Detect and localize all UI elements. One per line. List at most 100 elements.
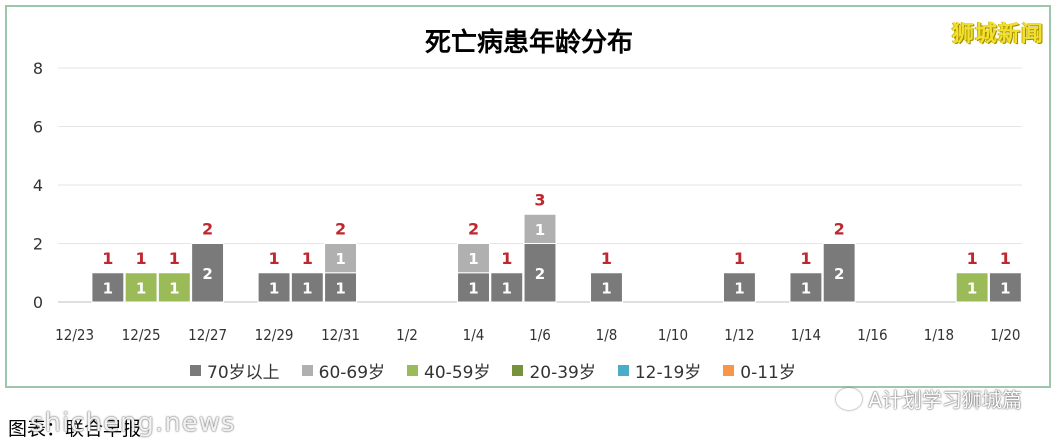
- legend-item: 60-69岁: [301, 358, 386, 383]
- x-tick-label: 12/29: [255, 326, 294, 344]
- bar-segment-label: 1: [335, 279, 345, 297]
- bar-segment: [257, 272, 291, 303]
- x-tick-label: 1/6: [529, 326, 551, 344]
- bar-segment: [124, 272, 158, 303]
- y-tick-label: 0: [33, 293, 43, 312]
- bar-total-label: 1: [102, 249, 113, 268]
- bar-segment-label: 1: [967, 279, 977, 297]
- legend-label: 20-39岁: [529, 362, 596, 383]
- x-tick-label: 12/31: [321, 326, 360, 344]
- bar-total-label: 2: [834, 220, 845, 239]
- bar-segment-label: 1: [136, 279, 146, 297]
- bar-segment-label: 1: [468, 279, 478, 297]
- bar-segment-label: 1: [169, 279, 179, 297]
- bar-segment: [523, 213, 557, 244]
- legend-swatch: [407, 364, 419, 376]
- legend-swatch: [301, 364, 313, 376]
- bar-segment-label: 1: [269, 279, 279, 297]
- x-tick-label: 1/8: [596, 326, 618, 344]
- y-tick-label: 6: [33, 118, 43, 137]
- bar-segment: [822, 243, 856, 303]
- bar-segment-label: 1: [103, 279, 113, 297]
- bar-segment-label: 2: [834, 265, 844, 283]
- bar-total-label: 1: [136, 249, 147, 268]
- legend-swatch: [512, 364, 524, 376]
- bar-segment: [490, 272, 524, 303]
- x-tick-label: 1/10: [658, 326, 688, 344]
- x-tick-label: 1/16: [857, 326, 887, 344]
- wechat-watermark: A计划学习狮城篇: [836, 384, 1022, 413]
- bar-total-label: 1: [800, 249, 811, 268]
- bar-segment: [590, 272, 623, 303]
- legend-label: 0-11岁: [740, 362, 796, 383]
- legend-item: 70岁以上: [190, 358, 280, 383]
- bar-total-label: 1: [302, 249, 313, 268]
- bar-total-label: 2: [335, 220, 346, 239]
- bar-total-label: 2: [468, 220, 479, 239]
- bar-segment: [324, 272, 358, 303]
- bar-total-label: 3: [534, 190, 545, 209]
- bar-total-label: 2: [202, 220, 213, 239]
- bar-segment: [523, 243, 557, 303]
- bar-total-label: 1: [601, 249, 612, 268]
- legend-item: 20-39岁: [512, 358, 596, 383]
- legend-item: 12-19岁: [617, 358, 701, 383]
- x-tick-label: 1/12: [724, 326, 754, 344]
- bar-segment-label: 1: [801, 279, 811, 297]
- bar-segment: [789, 272, 823, 303]
- source-caption: 图表：联合早报: [8, 418, 142, 440]
- bar-segment-label: 1: [335, 250, 345, 268]
- bar-segment-label: 1: [302, 279, 312, 297]
- bar-total-label: 1: [268, 249, 279, 268]
- bar-segment-label: 2: [535, 265, 545, 283]
- x-tick-label: 12/27: [188, 326, 227, 344]
- bar-segment: [457, 272, 490, 303]
- bar-segment: [91, 272, 125, 303]
- bar-segment: [157, 272, 191, 303]
- legend-label: 60-69岁: [318, 362, 386, 383]
- bar-segment: [457, 243, 490, 274]
- y-tick-label: 2: [33, 235, 43, 254]
- bar-segment: [290, 272, 324, 303]
- x-tick-label: 1/2: [396, 326, 418, 344]
- bar-segment-label: 1: [535, 221, 545, 239]
- y-tick-label: 8: [33, 59, 43, 78]
- x-tick-label: 1/14: [791, 326, 821, 344]
- bar-segment-label: 1: [601, 279, 611, 297]
- legend-label: 70岁以上: [207, 362, 280, 383]
- bar-segment: [722, 272, 756, 303]
- bar-total-label: 1: [967, 249, 978, 268]
- chart-frame: [5, 5, 1051, 388]
- x-tick-label: 12/23: [55, 326, 94, 344]
- bar-segment: [324, 243, 358, 274]
- wechat-watermark-text: A计划学习狮城篇: [868, 388, 1022, 412]
- y-tick-label: 4: [33, 176, 43, 195]
- legend-swatch: [617, 364, 629, 376]
- legend-label: 40-59岁: [424, 362, 491, 383]
- bar-segment-label: 2: [202, 265, 212, 283]
- bar-total-label: 1: [169, 249, 180, 268]
- legend-swatch: [190, 364, 201, 376]
- brand-logo: 狮城新闻: [951, 22, 1044, 47]
- x-tick-label: 1/20: [990, 326, 1020, 344]
- bar-total-label: 1: [1000, 249, 1011, 268]
- bar-segment-label: 1: [468, 250, 478, 268]
- bar-segment: [988, 272, 1022, 303]
- legend-item: 40-59岁: [407, 358, 490, 383]
- wechat-icon: [836, 387, 863, 410]
- bar-segment-label: 1: [1000, 279, 1010, 297]
- bar-segment-label: 1: [502, 279, 512, 297]
- chart-title: 死亡病患年龄分布: [424, 28, 633, 58]
- site-watermark: shicheng.news: [30, 408, 236, 438]
- x-tick-label: 12/25: [122, 326, 161, 344]
- x-tick-label: 1/4: [463, 326, 485, 344]
- legend-swatch: [723, 364, 735, 376]
- legend-item: 0-11岁: [723, 358, 796, 383]
- chart-legend: 70岁以上 60-69岁 40-59岁 20-39岁 12-19岁 0-11岁: [190, 358, 796, 383]
- bar-segment-label: 1: [734, 279, 744, 297]
- x-tick-label: 1/18: [924, 326, 954, 344]
- bar-total-label: 1: [501, 249, 512, 268]
- bar-segment: [191, 243, 225, 303]
- bar-segment: [955, 272, 989, 303]
